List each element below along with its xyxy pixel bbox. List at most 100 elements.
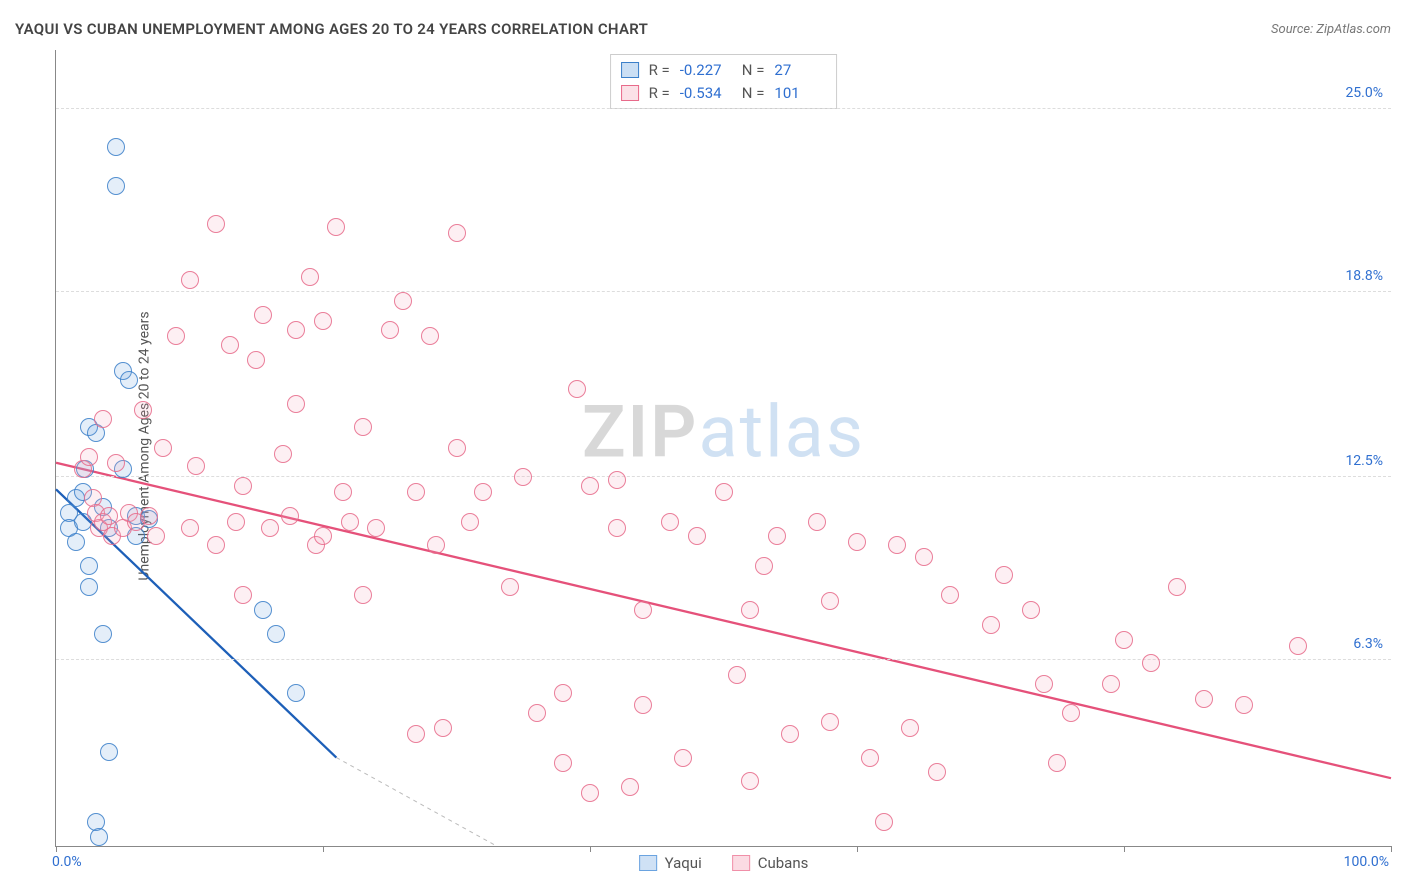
scatter-point	[1115, 631, 1133, 649]
scatter-point	[334, 483, 352, 501]
scatter-point	[661, 513, 679, 531]
scatter-point	[94, 410, 112, 428]
stat-n-value: 27	[774, 59, 826, 82]
scatter-point	[234, 586, 252, 604]
scatter-point	[120, 371, 138, 389]
scatter-point	[715, 483, 733, 501]
scatter-point	[581, 477, 599, 495]
scatter-point	[394, 292, 412, 310]
grid-line	[56, 108, 1391, 109]
x-tick	[1124, 846, 1125, 852]
scatter-point	[407, 483, 425, 501]
scatter-point	[1195, 690, 1213, 708]
chart-title: YAQUI VS CUBAN UNEMPLOYMENT AMONG AGES 2…	[15, 20, 648, 38]
scatter-point	[267, 625, 285, 643]
scatter-point	[1102, 675, 1120, 693]
grid-line	[56, 659, 1391, 660]
scatter-point	[741, 772, 759, 790]
scatter-point	[901, 719, 919, 737]
stat-n-label: N =	[742, 82, 765, 105]
stats-legend: R =-0.227N =27R =-0.534N =101	[610, 54, 838, 109]
scatter-point	[995, 566, 1013, 584]
scatter-point	[674, 749, 692, 767]
scatter-point	[915, 548, 933, 566]
scatter-point	[80, 448, 98, 466]
watermark: ZIPatlas	[582, 390, 865, 475]
scatter-point	[888, 536, 906, 554]
y-tick-label: 12.5%	[1345, 453, 1383, 469]
scatter-point	[755, 557, 773, 575]
scatter-point	[281, 507, 299, 525]
scatter-point	[621, 778, 639, 796]
scatter-point	[287, 395, 305, 413]
x-tick	[1391, 846, 1392, 852]
scatter-point	[67, 533, 85, 551]
scatter-point	[254, 306, 272, 324]
scatter-point	[134, 401, 152, 419]
scatter-point	[861, 749, 879, 767]
y-tick-label: 6.3%	[1353, 636, 1383, 652]
scatter-point	[207, 536, 225, 554]
legend-item: Cubans	[732, 854, 809, 872]
scatter-point	[1035, 675, 1053, 693]
x-tick-label: 0.0%	[52, 854, 82, 870]
scatter-point	[100, 743, 118, 761]
scatter-point	[261, 519, 279, 537]
scatter-point	[381, 321, 399, 339]
scatter-point	[207, 215, 225, 233]
scatter-point	[181, 519, 199, 537]
plot-area: ZIPatlas R =-0.227N =27R =-0.534N =101 Y…	[55, 50, 1391, 847]
scatter-point	[461, 513, 479, 531]
scatter-point	[367, 519, 385, 537]
scatter-point	[234, 477, 252, 495]
y-tick-label: 18.8%	[1345, 268, 1383, 284]
scatter-point	[107, 177, 125, 195]
scatter-point	[1168, 578, 1186, 596]
scatter-point	[154, 439, 172, 457]
scatter-point	[448, 224, 466, 242]
scatter-point	[448, 439, 466, 457]
scatter-point	[434, 719, 452, 737]
scatter-point	[341, 513, 359, 531]
scatter-point	[875, 813, 893, 831]
stats-legend-row: R =-0.227N =27	[621, 59, 827, 82]
scatter-point	[768, 527, 786, 545]
scatter-point	[568, 380, 586, 398]
scatter-point	[247, 351, 265, 369]
scatter-point	[501, 578, 519, 596]
scatter-point	[227, 513, 245, 531]
stat-n-value: 101	[774, 82, 826, 105]
scatter-point	[221, 336, 239, 354]
scatter-point	[1289, 637, 1307, 655]
stat-r-value: -0.534	[680, 82, 732, 105]
scatter-point	[427, 536, 445, 554]
scatter-point	[354, 418, 372, 436]
x-tick	[590, 846, 591, 852]
scatter-point	[287, 321, 305, 339]
scatter-point	[1142, 654, 1160, 672]
scatter-point	[314, 312, 332, 330]
scatter-point	[554, 684, 572, 702]
scatter-point	[808, 513, 826, 531]
scatter-point	[254, 601, 272, 619]
grid-line	[56, 291, 1391, 292]
scatter-point	[147, 527, 165, 545]
x-tick	[323, 846, 324, 852]
scatter-point	[167, 327, 185, 345]
scatter-point	[274, 445, 292, 463]
x-tick	[56, 846, 57, 852]
legend-swatch	[621, 62, 639, 78]
scatter-point	[728, 666, 746, 684]
scatter-point	[928, 763, 946, 781]
scatter-point	[688, 527, 706, 545]
scatter-point	[781, 725, 799, 743]
scatter-point	[741, 601, 759, 619]
scatter-point	[354, 586, 372, 604]
scatter-point	[1235, 696, 1253, 714]
scatter-point	[327, 218, 345, 236]
bottom-legend: YaquiCubans	[639, 854, 809, 872]
scatter-point	[107, 454, 125, 472]
scatter-point	[848, 533, 866, 551]
x-tick-label: 100.0%	[1344, 854, 1389, 870]
stats-legend-row: R =-0.534N =101	[621, 82, 827, 105]
